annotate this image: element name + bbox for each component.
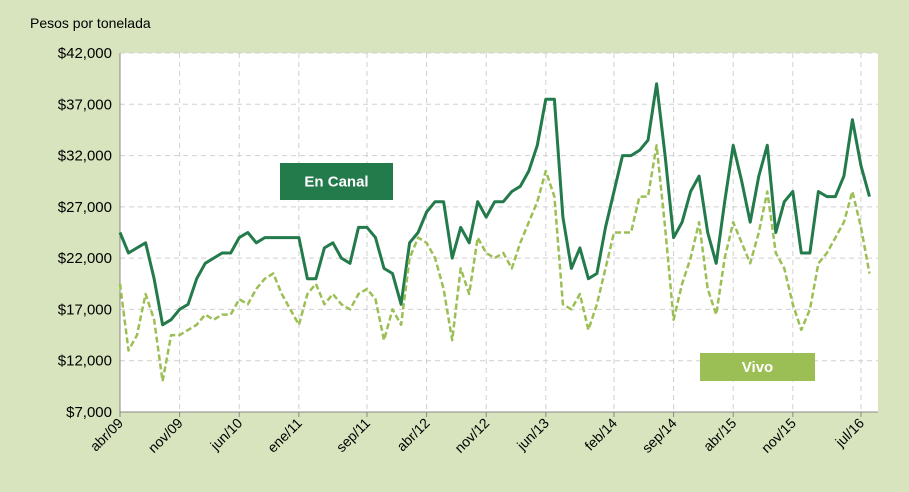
y-tick-label: $7,000 [66, 404, 112, 421]
y-tick-label: $12,000 [58, 353, 112, 370]
legend-box [700, 353, 815, 381]
legend-label: Vivo [742, 359, 773, 376]
y-tick-label: $37,000 [58, 96, 112, 113]
line-series [118, 144, 871, 383]
legend-box [280, 163, 393, 200]
y-tick-label: $27,000 [58, 199, 112, 216]
y-tick-label: $42,000 [58, 45, 112, 62]
y-tick-label: $32,000 [58, 148, 112, 165]
legend-label: En Canal [304, 174, 368, 191]
legend-item: Vivo [700, 353, 815, 381]
y-tick-label: $22,000 [58, 250, 112, 267]
legend-item: En Canal [280, 163, 393, 200]
line-series [118, 82, 871, 327]
y-axis-label: Pesos por tonelada [30, 15, 151, 31]
y-tick-label: $17,000 [58, 301, 112, 318]
